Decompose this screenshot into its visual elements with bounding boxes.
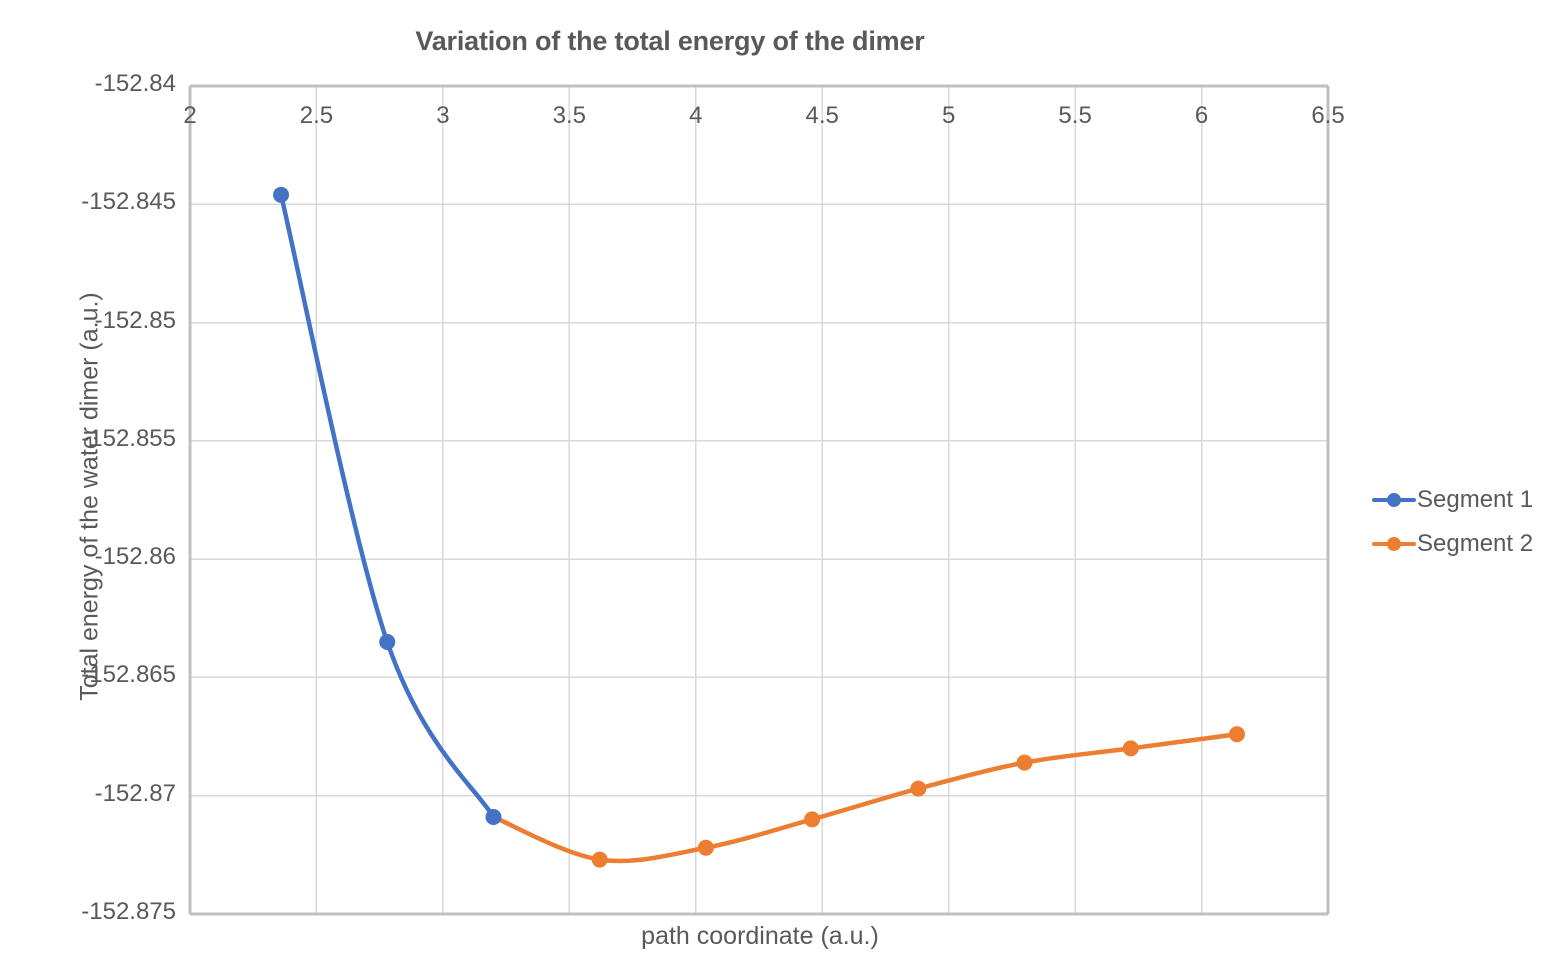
x-axis-tick-label: 2.5 <box>299 102 334 129</box>
y-axis-title: Total energy of the water dimer (a.u.) <box>75 292 104 701</box>
x-axis-tick-label: 4 <box>689 102 703 129</box>
x-axis-tick-label: 6.5 <box>1311 102 1345 129</box>
horizontal-gridlines <box>190 85 1328 915</box>
series-line-2 <box>491 731 1240 864</box>
x-axis-tick-label: 3.5 <box>552 102 587 129</box>
data-point-marker[interactable] <box>591 851 608 868</box>
chart-title: Variation of the total energy of the dim… <box>415 26 925 56</box>
data-point-marker[interactable] <box>1016 754 1033 771</box>
x-axis-tick-label: 3 <box>436 102 450 129</box>
y-axis-tick-label: -152.87 <box>94 779 176 807</box>
legend-marker-icon <box>1372 491 1416 509</box>
y-axis-tick-label: -152.84 <box>94 70 176 97</box>
data-point-marker[interactable] <box>1228 726 1245 743</box>
x-axis-tick-label: 5.5 <box>1058 102 1092 129</box>
y-axis-tick-label: -152.855 <box>81 424 176 452</box>
data-series-layer <box>273 186 1245 868</box>
series-line-1 <box>278 192 496 820</box>
data-point-marker[interactable] <box>910 780 927 797</box>
chart-legend: Segment 1 Segment 2 <box>1372 478 1552 566</box>
data-point-marker[interactable] <box>485 809 502 826</box>
legend-item-1[interactable]: Segment 1 <box>1372 478 1552 522</box>
y-axis-tick-label: -152.85 <box>94 306 176 334</box>
data-point-marker[interactable] <box>697 839 714 856</box>
data-point-marker[interactable] <box>273 186 290 203</box>
legend-item-label: Segment 2 <box>1417 530 1534 557</box>
legend-item-2[interactable]: Segment 2 <box>1372 522 1552 566</box>
y-axis-tick-label: -152.875 <box>81 898 176 925</box>
axis-lines <box>188 84 1330 916</box>
legend-marker-icon <box>1372 535 1416 553</box>
x-axis-tick-label: 2 <box>183 102 197 129</box>
data-point-marker[interactable] <box>1122 740 1139 757</box>
x-axis-title: path coordinate (a.u.) <box>641 922 879 950</box>
y-axis-tick-label: -152.86 <box>94 543 176 571</box>
vertical-gridlines <box>189 86 1329 914</box>
y-axis-tick-label: -152.845 <box>81 188 176 216</box>
x-axis-tick-label: 4.5 <box>805 102 839 129</box>
y-axis-tick-label: -152.865 <box>81 661 176 689</box>
data-point-marker[interactable] <box>379 633 396 650</box>
data-point-marker[interactable] <box>804 811 821 828</box>
x-axis-tick-label: 6 <box>1194 102 1209 129</box>
legend-item-label: Segment 1 <box>1417 486 1534 513</box>
x-axis-tick-label: 5 <box>941 102 956 129</box>
